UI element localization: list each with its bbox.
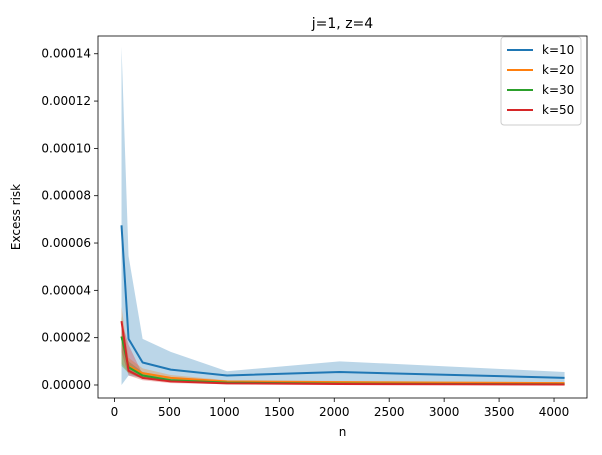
band-k-10 (121, 46, 565, 385)
x-tick-label: 2500 (374, 405, 405, 419)
legend: k=10 k=20 k=30 k=50 (500, 36, 582, 126)
line-k-50 (120, 320, 565, 386)
y-tick-label: 0.00014 (41, 47, 91, 61)
legend-label-k-50: k=50 (542, 103, 574, 117)
x-tick-label: 3500 (484, 405, 515, 419)
x-tick-label: 0 (111, 405, 119, 419)
y-tick-label: 0.00010 (41, 141, 91, 155)
chart-title: j=1, z=4 (311, 16, 374, 32)
legend-label-k-10: k=10 (542, 43, 574, 57)
legend-box (500, 36, 582, 126)
x-tick-label: 1000 (209, 405, 240, 419)
x-tick-label: 2000 (319, 405, 350, 419)
series-lines (120, 225, 565, 386)
y-tick-label: 0.00006 (41, 236, 91, 250)
y-tick-label: 0.00008 (41, 189, 91, 203)
legend-label-k-30: k=30 (542, 83, 574, 97)
y-tick-label: 0.00012 (41, 94, 91, 108)
x-tick-label: 4000 (539, 405, 570, 419)
x-tick-label: 3000 (429, 405, 460, 419)
x-tick-label: 500 (158, 405, 181, 419)
y-tick-label: 0.00004 (41, 283, 91, 297)
y-axis-label: Excess risk (9, 184, 23, 250)
line-k-10 (120, 225, 565, 379)
plot-frame (97, 35, 588, 399)
y-tick-label: 0.00002 (41, 331, 91, 345)
x-tick-label: 1500 (264, 405, 295, 419)
x-axis-label: n (339, 425, 347, 439)
y-tick-label: 0.00000 (41, 378, 91, 392)
legend-label-k-20: k=20 (542, 63, 574, 77)
axis-ticks: 0 500 1000 1500 2000 2500 3000 3500 4000 0.00000 0… (41, 47, 569, 419)
